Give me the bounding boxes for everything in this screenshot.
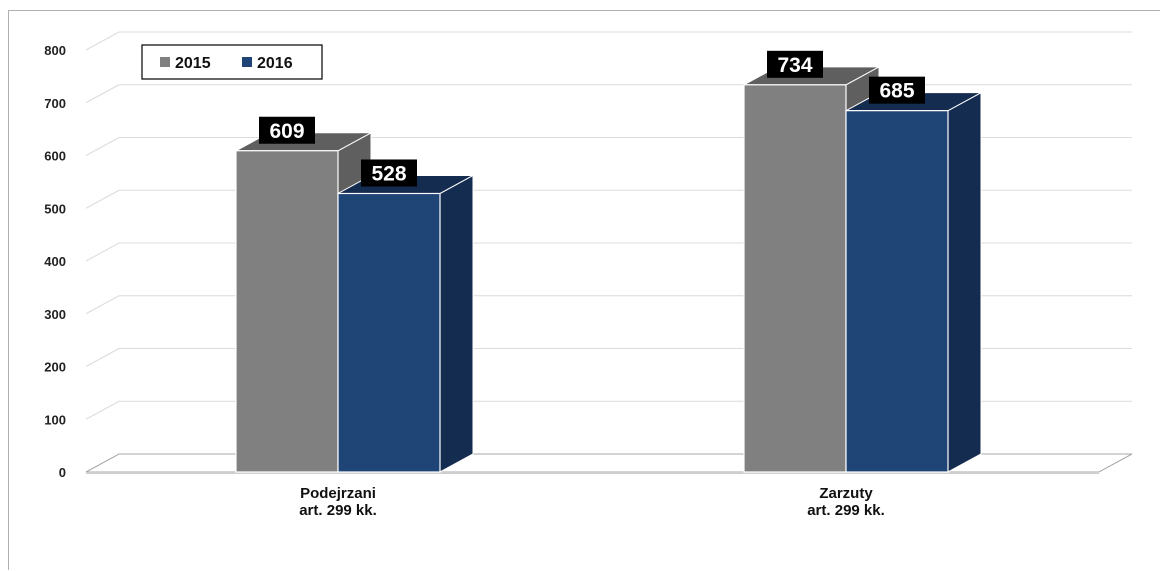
gridline-side [85, 348, 120, 367]
category-label: Zarzuty [819, 485, 873, 502]
data-label: 609 [269, 120, 304, 143]
data-label-box [767, 50, 823, 78]
data-label-box [361, 159, 417, 187]
gridline-side [85, 137, 120, 156]
category-label: Podejrzani [300, 485, 376, 502]
y-tick-label: 200 [44, 360, 66, 375]
legend [141, 44, 323, 80]
bar [845, 110, 949, 473]
y-tick-label: 600 [44, 149, 66, 164]
data-label-box [259, 116, 315, 144]
y-tick-label: 300 [44, 307, 66, 322]
y-tick-label: 700 [44, 96, 66, 111]
y-tick-label: 0 [59, 465, 66, 480]
y-tick-label: 800 [44, 43, 66, 58]
y-tick-label: 100 [44, 412, 66, 427]
bar-side-face [439, 174, 474, 473]
legend-swatch [160, 57, 170, 67]
legend-label: 2015 [175, 55, 211, 72]
category-label: art. 299 kk. [807, 502, 885, 519]
gridline-side [85, 242, 120, 262]
bar-side-face [947, 91, 982, 473]
gridline-side [85, 295, 120, 315]
gridline-side [85, 31, 120, 51]
legend-label: 2016 [257, 55, 293, 72]
y-tick-label: 400 [44, 254, 66, 269]
data-label: 685 [879, 80, 914, 103]
y-tick-label: 500 [44, 201, 66, 216]
bar [743, 84, 847, 473]
data-label-box [869, 76, 925, 104]
bar [337, 192, 441, 473]
category-label: art. 299 kk. [299, 502, 377, 519]
gridline-side [85, 400, 120, 420]
gridline-side [85, 84, 120, 104]
legend-swatch [242, 57, 252, 67]
data-label: 734 [777, 54, 812, 77]
bar [235, 150, 339, 473]
gridline-side [85, 189, 120, 209]
data-label: 528 [371, 162, 406, 185]
chart-frame [8, 10, 1160, 570]
